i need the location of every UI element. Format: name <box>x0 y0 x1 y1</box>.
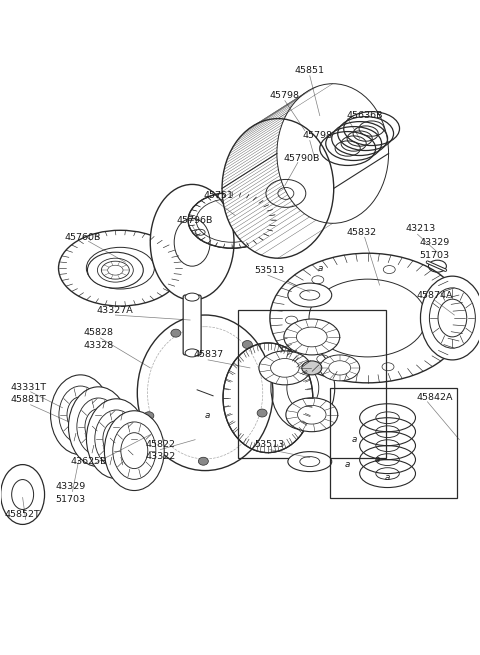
Text: 43213: 43213 <box>405 224 436 233</box>
Text: 45828: 45828 <box>84 329 113 337</box>
Ellipse shape <box>101 261 129 279</box>
Text: 45852T: 45852T <box>5 510 40 519</box>
Ellipse shape <box>288 452 332 472</box>
Text: 45881T: 45881T <box>11 395 47 404</box>
Text: 43331T: 43331T <box>11 383 47 392</box>
Text: 45760B: 45760B <box>64 233 101 242</box>
Text: 45874A: 45874A <box>416 291 453 299</box>
Text: 45790B: 45790B <box>284 154 320 163</box>
Text: a: a <box>204 411 210 421</box>
Ellipse shape <box>87 252 144 288</box>
Text: 45837: 45837 <box>193 350 223 360</box>
Text: a: a <box>385 473 390 482</box>
Ellipse shape <box>144 412 154 420</box>
Ellipse shape <box>286 398 338 432</box>
Ellipse shape <box>420 276 480 360</box>
Text: 45822: 45822 <box>145 440 175 449</box>
Text: 45798: 45798 <box>270 91 300 100</box>
Text: a: a <box>318 264 324 272</box>
Ellipse shape <box>259 351 311 385</box>
Text: 45636B: 45636B <box>347 111 383 120</box>
Ellipse shape <box>242 341 252 348</box>
Text: 51703: 51703 <box>420 251 449 260</box>
Text: a: a <box>345 460 350 469</box>
Text: a: a <box>352 435 357 444</box>
FancyBboxPatch shape <box>183 295 201 355</box>
Text: 51703: 51703 <box>55 495 85 504</box>
Text: 45751: 45751 <box>203 191 233 200</box>
Ellipse shape <box>198 457 208 465</box>
Text: 43328: 43328 <box>84 341 114 350</box>
Ellipse shape <box>284 319 340 355</box>
Ellipse shape <box>104 411 164 491</box>
Ellipse shape <box>50 375 110 455</box>
Ellipse shape <box>222 119 334 258</box>
Ellipse shape <box>69 387 128 466</box>
Ellipse shape <box>86 399 146 479</box>
Text: 43329: 43329 <box>55 482 85 491</box>
Text: 43327A: 43327A <box>97 305 134 314</box>
Ellipse shape <box>320 355 360 381</box>
Ellipse shape <box>150 185 234 300</box>
Text: 53513: 53513 <box>255 440 285 449</box>
Text: 45798: 45798 <box>303 131 333 140</box>
Text: 43322: 43322 <box>145 452 175 461</box>
Ellipse shape <box>302 361 322 375</box>
Text: 53513: 53513 <box>255 266 285 274</box>
Text: 45796B: 45796B <box>177 215 213 225</box>
Ellipse shape <box>137 315 273 470</box>
Ellipse shape <box>171 329 181 337</box>
Ellipse shape <box>185 349 199 357</box>
Ellipse shape <box>288 283 332 307</box>
Ellipse shape <box>185 293 199 301</box>
Text: 45851: 45851 <box>295 66 325 75</box>
Text: 43329: 43329 <box>420 238 450 247</box>
Ellipse shape <box>257 409 267 417</box>
Text: 43625B: 43625B <box>70 457 107 466</box>
Text: 45842A: 45842A <box>416 393 453 402</box>
Text: 45832: 45832 <box>347 228 377 236</box>
Text: a: a <box>375 455 380 464</box>
